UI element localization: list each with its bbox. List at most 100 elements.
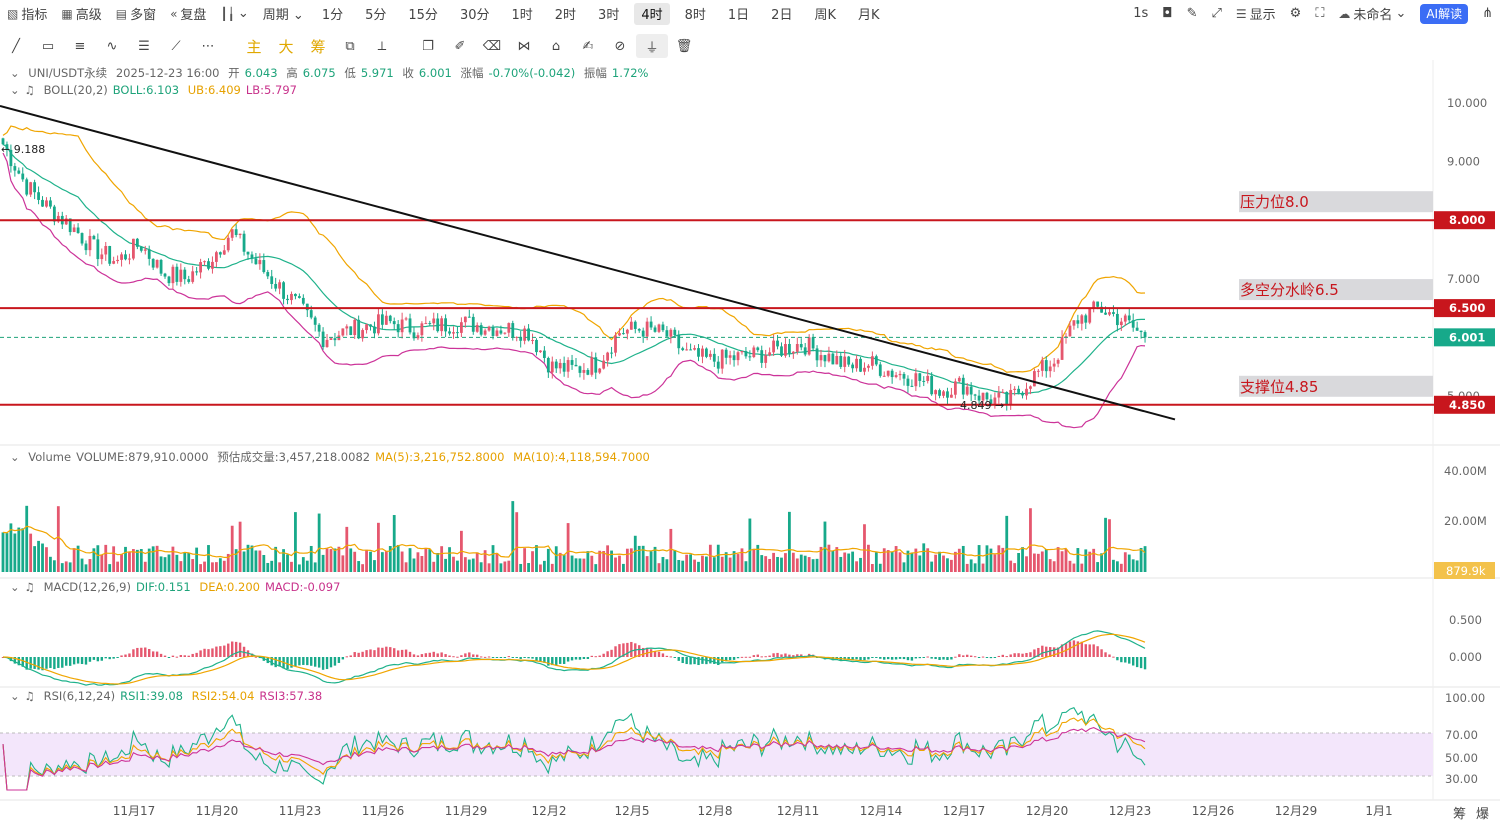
candle-body — [41, 199, 44, 207]
tab-period-12[interactable]: 月K — [857, 8, 880, 23]
volume-bar — [72, 548, 76, 572]
macd-bar — [843, 657, 846, 660]
macd-bar — [1084, 644, 1087, 657]
note-icon[interactable]: ✍ — [582, 38, 594, 54]
tab-period-4[interactable]: 1时 — [511, 8, 533, 23]
macd-bar — [539, 657, 542, 662]
big-order-button[interactable]: 大 — [278, 37, 294, 56]
replay-button[interactable]: «复盘 — [170, 6, 207, 24]
candle-body — [483, 330, 487, 335]
volume-bar — [112, 546, 116, 572]
candle-body — [1143, 332, 1147, 338]
pencil-tool-icon[interactable]: ⟋ — [171, 38, 181, 54]
display-button[interactable]: ☰ 显示 — [1235, 6, 1276, 24]
tab-period-6[interactable]: 3时 — [598, 8, 620, 23]
chips-button[interactable]: 筹 — [310, 37, 326, 56]
rect-tool-icon[interactable]: ▭ — [41, 38, 55, 54]
volume-bar — [1036, 553, 1040, 572]
volume-bar — [1108, 519, 1111, 572]
multi-window-button[interactable]: ▤ 多窗 — [115, 6, 157, 24]
tab-period-0[interactable]: 1分 — [321, 8, 344, 23]
candle-body — [882, 375, 886, 377]
volume-bar — [471, 558, 475, 572]
measure-icon[interactable]: ⟂ — [377, 38, 387, 54]
fullscreen-icon[interactable]: ⤢ — [1211, 6, 1222, 21]
tab-period-10[interactable]: 2日 — [771, 8, 793, 23]
hide-icon[interactable]: ⊘ — [614, 38, 626, 54]
tab-period-5[interactable]: 2时 — [554, 8, 577, 23]
volume-bar — [977, 545, 981, 572]
main-force-button[interactable]: 主 — [246, 37, 262, 56]
layout-name-dropdown[interactable]: ☁ 未命名 ⌄ — [1338, 6, 1407, 23]
volume-bar — [1135, 560, 1139, 572]
candle-body — [1096, 301, 1100, 307]
parallel-tool-icon[interactable]: ≡ — [74, 38, 86, 54]
macd-bar — [760, 656, 763, 658]
more-tools-icon[interactable]: ⋯ — [201, 38, 215, 54]
wave-tool-icon[interactable]: ∿ — [106, 38, 118, 54]
brush-icon[interactable]: ✐ — [454, 38, 466, 54]
candle-body — [266, 272, 270, 277]
advanced-button[interactable]: ▦ 高级 — [61, 6, 102, 24]
chart-type-button[interactable]: ┃╽ ⌄ — [220, 6, 249, 21]
macd-bar — [1139, 657, 1143, 669]
macd-bar — [329, 657, 333, 668]
volume-bar — [76, 545, 80, 572]
line-tool-icon[interactable]: ╱ — [12, 38, 20, 54]
macd-bar — [661, 653, 665, 657]
candle-body — [708, 353, 712, 357]
filter-icon[interactable]: ⏚ — [636, 34, 668, 58]
volume-bar — [5, 533, 9, 572]
macd-bar — [483, 656, 487, 658]
tab-period-2[interactable]: 15分 — [408, 8, 438, 23]
macd-bar — [622, 643, 625, 657]
camera-icon[interactable]: ◘ — [1162, 6, 1173, 21]
macd-bar — [788, 654, 791, 657]
volume-bar — [649, 551, 653, 572]
volume-bar — [203, 561, 206, 572]
expand-icon[interactable]: ⛶ — [1315, 6, 1325, 21]
copy-icon[interactable]: ❐ — [422, 38, 434, 54]
tab-period-3[interactable]: 30分 — [459, 8, 490, 23]
trash-icon[interactable]: 🗑 — [675, 38, 693, 54]
macd-bar — [112, 657, 115, 659]
tab-period-11[interactable]: 周K — [814, 8, 836, 23]
candle-body — [479, 325, 483, 335]
tab-period-9[interactable]: 1日 — [727, 8, 750, 23]
settings-icon[interactable]: ⚙ — [1289, 6, 1302, 21]
lock-icon[interactable]: ⌂ — [551, 38, 561, 54]
compare-icon[interactable]: ⧉ — [345, 38, 355, 54]
tab-period-7[interactable]: 4时 — [634, 2, 670, 25]
tab-period-1[interactable]: 5分 — [365, 8, 387, 23]
macd-bar — [234, 641, 238, 657]
volume-bar — [748, 518, 752, 572]
candle-body — [226, 237, 230, 251]
macd-bar — [989, 657, 993, 659]
indicator-button[interactable]: ▧ 指标 — [7, 6, 48, 24]
volume-bar — [914, 548, 918, 572]
volume-bar — [278, 562, 282, 572]
macd-bar — [215, 646, 218, 657]
macd-bar — [768, 655, 771, 657]
macd-bar — [223, 645, 226, 657]
volume-bar — [29, 533, 33, 572]
ai-interpret-button[interactable]: AI解读 — [1420, 3, 1469, 24]
macd-bar — [408, 651, 412, 657]
candle-body — [902, 373, 906, 379]
candle-body — [712, 353, 716, 362]
eraser-icon[interactable]: ⌫ — [482, 38, 502, 54]
period-dropdown[interactable]: 周期 ⌄ — [262, 8, 304, 23]
fib-tool-icon[interactable]: ☰ — [138, 38, 150, 54]
volume-bar — [432, 561, 436, 572]
macd-bar — [543, 657, 546, 663]
candle-body — [732, 355, 736, 361]
candle-body — [1100, 306, 1103, 313]
kline-chart[interactable]: 10.0009.0008.0007.0006.0005.00040.00M20.… — [0, 60, 1500, 823]
share-icon[interactable]: ⋔ — [1482, 6, 1493, 21]
pen-icon[interactable]: ✎ — [1186, 6, 1198, 21]
tab-period-8[interactable]: 8时 — [684, 8, 706, 23]
refresh-rate[interactable]: 1s — [1133, 6, 1149, 21]
volume-bar — [1123, 552, 1127, 572]
magnet-icon[interactable]: ⋈ — [517, 38, 531, 54]
macd-bar — [17, 657, 21, 666]
